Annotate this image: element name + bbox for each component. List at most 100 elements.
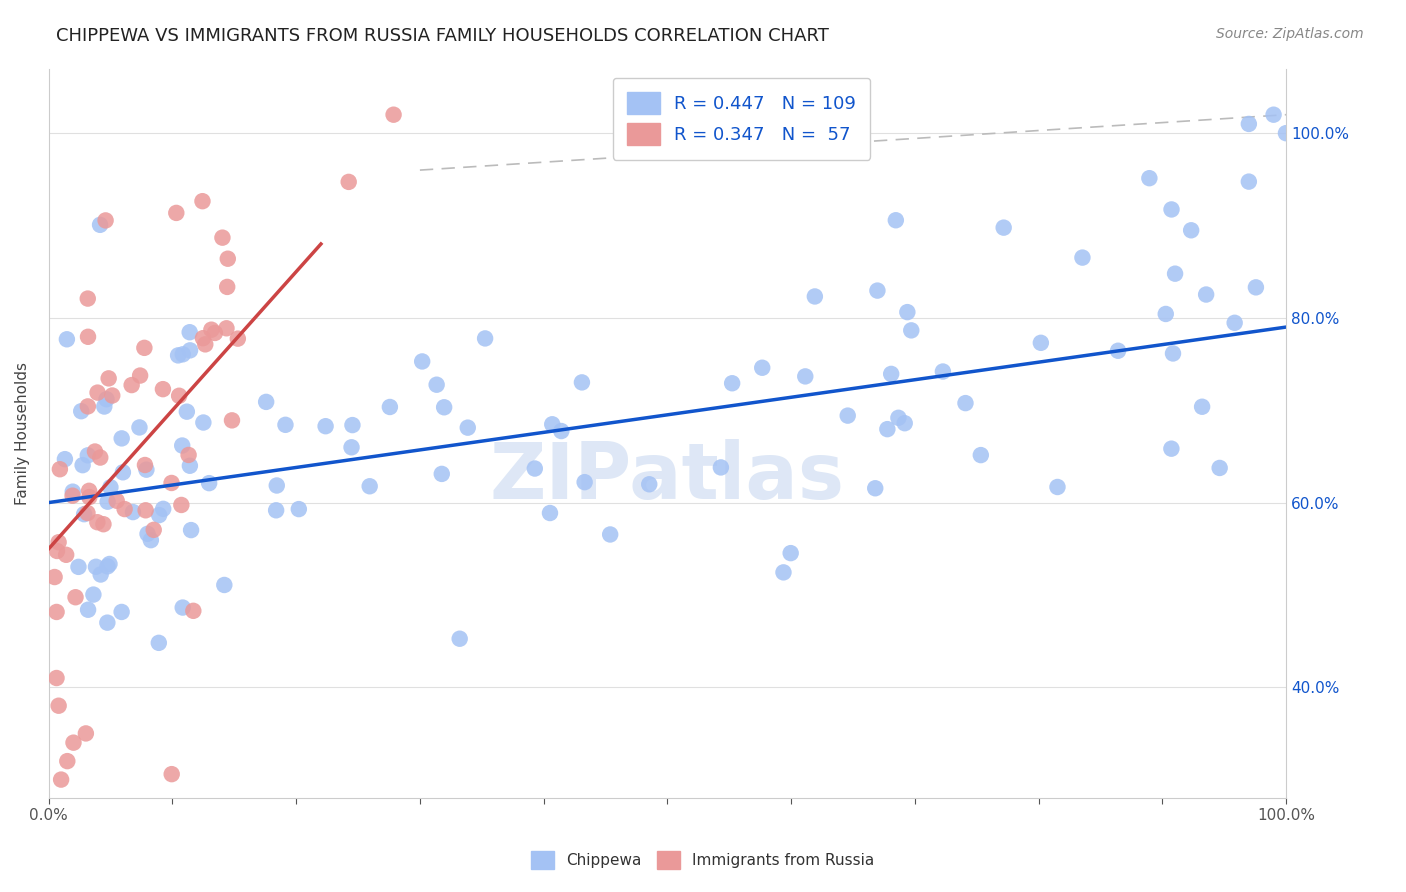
Point (932, 365, 955, 379)
Point (359, 479, 381, 493)
Point (65, 591, 87, 605)
Point (97, 371, 120, 385)
Point (76, 292, 98, 306)
Point (129, 368, 152, 383)
Point (217, 252, 239, 266)
Point (337, 175, 360, 189)
Point (710, 460, 733, 475)
Point (474, 331, 496, 345)
Point (1195, 287, 1218, 301)
Point (89, 450, 111, 465)
Point (62, 484, 84, 499)
Point (794, 369, 817, 384)
Point (148, 636, 170, 650)
Point (599, 527, 621, 541)
Point (90, 567, 112, 582)
Point (382, 108, 405, 122)
Point (77, 330, 100, 344)
Point (180, 523, 202, 537)
Point (274, 417, 297, 432)
Point (96, 392, 118, 407)
Point (105, 493, 128, 508)
Point (167, 348, 190, 362)
Point (56, 332, 79, 346)
Point (433, 401, 456, 415)
Point (191, 331, 214, 345)
Point (56, 754, 79, 768)
Point (315, 419, 337, 434)
Point (1208, 461, 1230, 475)
Point (880, 367, 903, 381)
Point (1180, 223, 1202, 237)
Point (111, 605, 134, 619)
Point (194, 337, 217, 351)
Point (62, 489, 84, 503)
Point (82, 588, 104, 602)
Point (172, 347, 194, 361)
Point (76, 448, 98, 462)
Point (1191, 400, 1213, 414)
Point (449, 632, 471, 646)
Point (198, 476, 221, 491)
Point (114, 502, 136, 516)
Point (139, 533, 162, 548)
Point (179, 343, 201, 358)
Point (84, 444, 107, 458)
Point (128, 420, 150, 434)
Point (211, 230, 233, 244)
Text: ZIPatlas: ZIPatlas (489, 439, 845, 515)
Point (893, 416, 915, 430)
Point (1160, 442, 1182, 456)
Point (179, 458, 201, 473)
Point (1137, 171, 1160, 186)
Point (111, 465, 134, 479)
Point (266, 478, 288, 492)
Point (226, 332, 249, 346)
Point (215, 321, 238, 335)
Point (86, 515, 108, 529)
Point (411, 354, 433, 368)
Point (152, 382, 174, 396)
Point (574, 475, 596, 490)
Point (378, 400, 401, 414)
Point (1107, 343, 1129, 358)
Point (45, 605, 67, 619)
Point (94, 213, 117, 227)
Point (1154, 307, 1177, 321)
Point (176, 405, 198, 419)
Point (62, 736, 84, 750)
Point (98, 557, 121, 571)
Point (1263, 108, 1285, 122)
Point (48, 535, 70, 549)
Point (214, 578, 236, 592)
Point (254, 395, 277, 409)
Point (340, 440, 363, 454)
Point (1161, 346, 1184, 360)
Point (136, 526, 159, 541)
Point (46, 544, 69, 558)
Point (172, 600, 194, 615)
Point (955, 396, 977, 410)
Point (1237, 175, 1260, 189)
Point (1244, 280, 1267, 294)
Point (550, 424, 572, 438)
Point (135, 503, 157, 517)
Point (1223, 316, 1246, 330)
Point (160, 475, 183, 490)
Point (170, 498, 193, 512)
Point (165, 206, 187, 220)
Point (44, 570, 66, 584)
Point (100, 480, 122, 494)
Point (77, 483, 100, 498)
Point (837, 409, 859, 423)
Point (160, 767, 183, 781)
Point (152, 501, 174, 516)
Point (72, 458, 94, 472)
Point (221, 413, 243, 427)
Point (571, 376, 593, 390)
Point (55, 548, 77, 562)
Point (751, 360, 773, 375)
Point (721, 376, 744, 391)
Point (876, 422, 898, 436)
Point (121, 378, 143, 392)
